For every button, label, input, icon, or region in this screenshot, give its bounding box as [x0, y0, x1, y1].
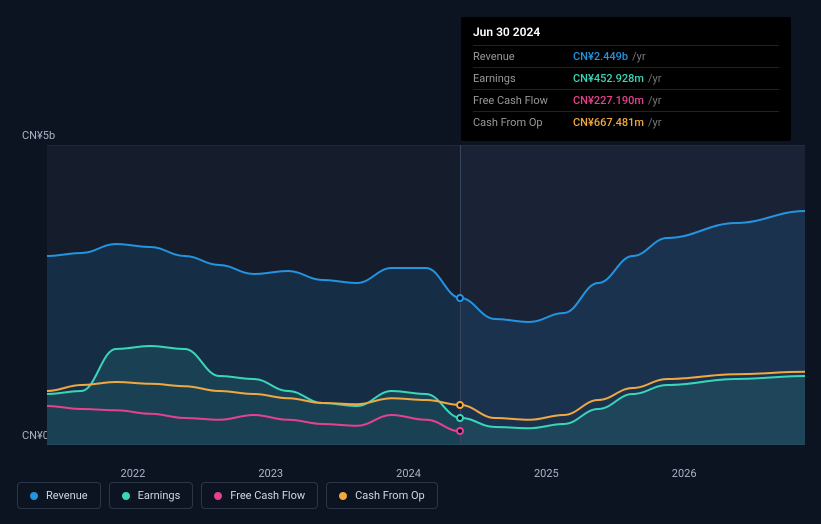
tooltip-metric-label: Revenue	[473, 50, 573, 63]
legend-dot	[339, 492, 347, 500]
chart-legend: Revenue Earnings Free Cash Flow Cash From O…	[17, 482, 438, 509]
y-axis-bottom-label: CN¥0	[22, 429, 49, 442]
legend-label: Revenue	[46, 489, 88, 502]
legend-dot	[214, 492, 222, 500]
legend-dot	[30, 492, 38, 500]
legend-label: Cash From Op	[355, 489, 425, 502]
series-marker	[456, 414, 464, 422]
x-tick-label: 2022	[121, 467, 146, 480]
x-tick-label: 2023	[258, 467, 283, 480]
tooltip-row: Cash From OpCN¥667.481m/yr	[473, 111, 779, 133]
x-tick-label: 2024	[396, 467, 421, 480]
legend-dot	[122, 492, 130, 500]
tooltip-metric-unit: /yr	[648, 72, 661, 85]
tooltip-metric-value: CN¥2.449b	[573, 50, 628, 63]
x-tick-label: 2025	[534, 467, 559, 480]
chart-svg	[47, 145, 805, 445]
tooltip-date: Jun 30 2024	[473, 25, 779, 39]
tooltip-metric-unit: /yr	[648, 94, 661, 107]
tooltip-metric-label: Earnings	[473, 72, 573, 85]
tooltip-metric-label: Free Cash Flow	[473, 94, 573, 107]
tooltip-metric-value: CN¥667.481m	[573, 116, 644, 129]
tooltip-row: RevenueCN¥2.449b/yr	[473, 45, 779, 67]
series-marker	[456, 427, 464, 435]
tooltip-metric-value: CN¥452.928m	[573, 72, 644, 85]
series-marker	[456, 401, 464, 409]
series-marker	[456, 294, 464, 302]
legend-item-free-cash-flow[interactable]: Free Cash Flow	[201, 482, 318, 509]
x-tick-label: 2026	[672, 467, 697, 480]
legend-label: Earnings	[138, 489, 181, 502]
legend-label: Free Cash Flow	[230, 489, 305, 502]
tooltip-metric-label: Cash From Op	[473, 116, 573, 129]
plot-area[interactable]	[47, 145, 805, 445]
tooltip-row: Free Cash FlowCN¥227.190m/yr	[473, 89, 779, 111]
legend-item-cash-from-op[interactable]: Cash From Op	[326, 482, 438, 509]
y-axis-top-label: CN¥5b	[22, 129, 55, 142]
chart-tooltip: Jun 30 2024 RevenueCN¥2.449b/yrEarningsC…	[461, 17, 791, 141]
tooltip-metric-unit: /yr	[632, 50, 645, 63]
legend-item-earnings[interactable]: Earnings	[109, 482, 194, 509]
legend-item-revenue[interactable]: Revenue	[17, 482, 101, 509]
tooltip-metric-value: CN¥227.190m	[573, 94, 644, 107]
tooltip-row: EarningsCN¥452.928m/yr	[473, 67, 779, 89]
tooltip-metric-unit: /yr	[648, 116, 661, 129]
